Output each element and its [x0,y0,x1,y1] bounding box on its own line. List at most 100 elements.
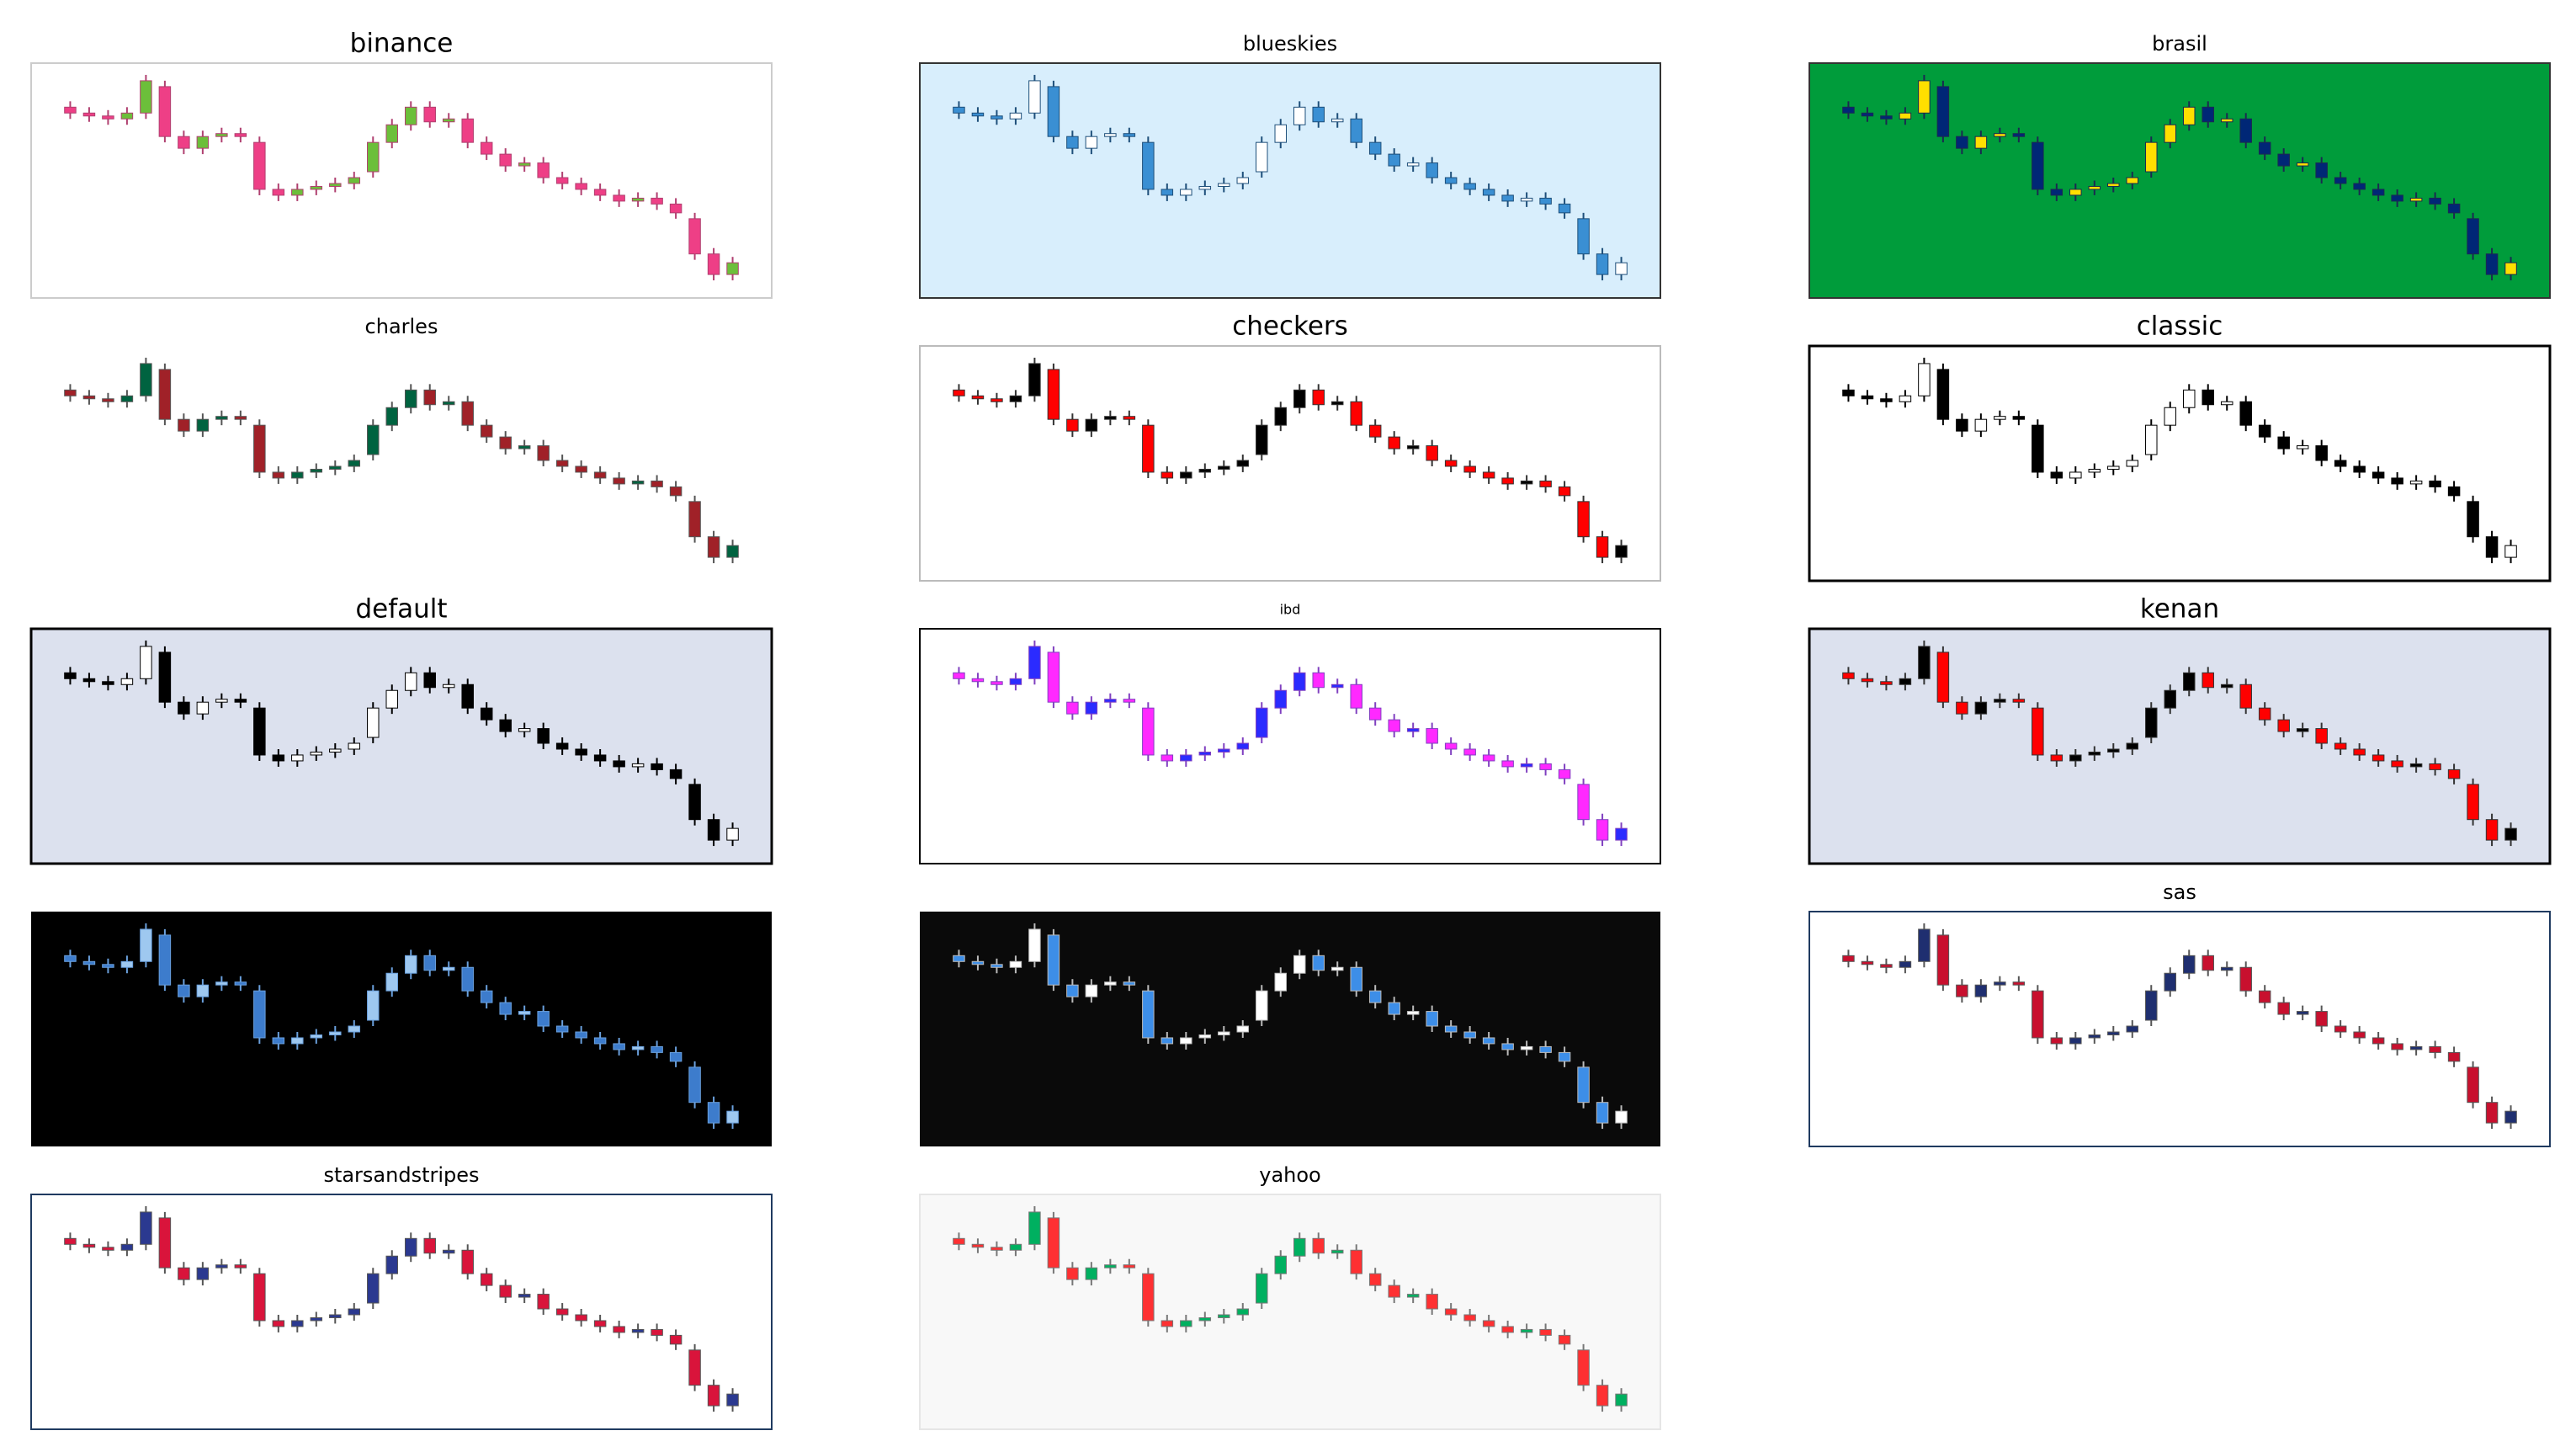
candle-body [2145,990,2158,1021]
candle-body [253,707,266,756]
candle-body [2069,471,2082,479]
candle-body [1218,748,1230,753]
candle-body [1426,728,1438,744]
candle-body [461,1249,474,1274]
candle-body [1596,1102,1609,1124]
candle-body [253,424,266,473]
candle-body [971,112,985,117]
chart-panel: blueskies [919,32,1661,299]
candle-body [1236,1308,1250,1316]
candle-body [1899,395,1912,402]
candle-body [2088,468,2101,473]
chart-panel: starsandstripes [30,1163,773,1430]
candle-body [688,218,701,255]
candle-body [1047,86,1060,137]
candle-body [2239,683,2252,709]
candle-body [291,471,304,479]
candle-body [1368,707,1382,721]
candle-body [613,1043,625,1050]
candle-body [1388,1284,1400,1298]
chart-panel: default [29,594,773,865]
candle-body [215,699,228,703]
candle-body [631,197,645,202]
candle-body [348,742,361,750]
plot-background [919,1194,1661,1430]
candle-body [1994,416,2006,420]
chart-panel: kenan [1808,594,2552,865]
candle-body [1539,1328,1552,1336]
candle-body [442,1249,455,1254]
candle-body [2164,407,2177,426]
candle-body [1501,477,1514,485]
candle-body [2409,197,2423,202]
candle-body [1312,106,1325,123]
chart-title: checkers [1232,311,1348,342]
candle-body [2372,189,2385,196]
candle-body [385,407,399,426]
candle-body [575,1314,587,1322]
candle-body [2277,153,2290,167]
candle-body [1406,162,1420,167]
candle-body [291,754,304,762]
candle-body [1142,990,1155,1039]
chart-title: kenan [2140,594,2219,625]
candle-body [461,401,474,426]
candle-body [1936,934,1950,986]
candle-body [537,728,550,744]
candle-body [1880,115,1893,120]
candle-body [1104,416,1117,420]
candle-body [215,416,228,420]
candle-body [196,136,210,149]
candle-body [1256,141,1268,173]
candle-body [2088,751,2101,756]
candle-body [2182,389,2196,408]
candle-body [1104,133,1117,137]
candle-body [2353,1031,2366,1039]
candle-body [2182,672,2196,691]
candle-body [1444,460,1458,467]
candle-body [669,1051,683,1062]
candle-body [707,1385,720,1407]
candle-body [1577,784,1590,821]
candle-body [2145,707,2158,738]
candle-body [1028,80,1041,114]
candle-body [537,445,550,461]
candle-body [2258,424,2271,438]
candle-body [1198,1316,1212,1322]
candle-body [1368,424,1382,438]
candle-body [2391,194,2403,202]
candle-body [1123,981,1136,986]
candle-body [613,1326,625,1333]
candle-body [2126,742,2139,750]
candle-body [120,1243,134,1251]
candle-body [2107,183,2120,187]
candle-body [1539,763,1552,770]
candle-body [178,136,190,149]
candle-body [1256,990,1268,1021]
candle-body [461,118,474,143]
candle-body [2334,460,2347,467]
plot-background [30,62,773,299]
candle-body [2050,189,2063,196]
candle-body [2391,477,2403,485]
plot-background [31,912,772,1146]
candle-body [1180,189,1192,196]
candle-body [2296,1011,2309,1015]
candle-body [2447,203,2461,214]
candle-body [971,1243,985,1248]
candle-body [1350,118,1362,143]
candle-body [1066,418,1079,432]
candle-body [1028,363,1041,396]
candle-body [2429,480,2441,487]
candle-body [2202,955,2214,971]
plot-background [920,912,1660,1146]
candle-body [1918,80,1931,114]
candle-body [2353,465,2366,473]
candle-body [1842,106,1855,114]
candle-body [1293,1237,1306,1257]
candle-body [688,1349,701,1386]
candle-body [178,418,190,432]
chart-panel [920,912,1660,1146]
chart-panel: yahoo [919,1163,1661,1430]
candle-body [669,769,683,779]
